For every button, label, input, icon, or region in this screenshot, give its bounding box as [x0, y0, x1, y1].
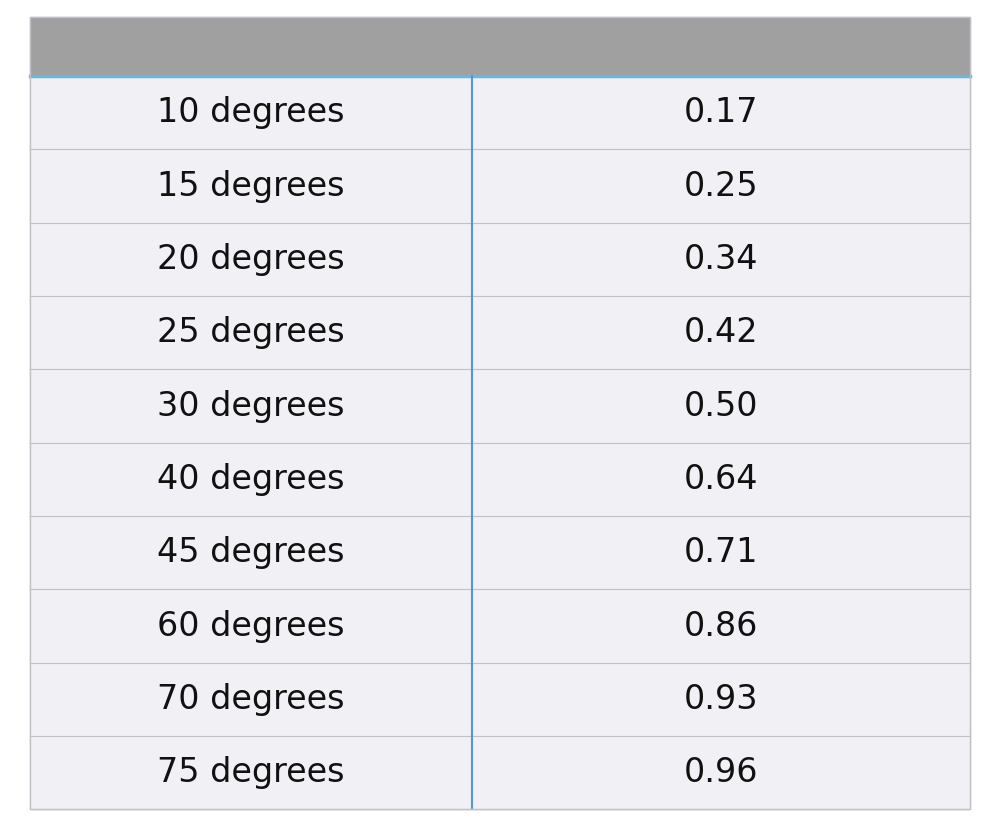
Text: 60 degrees: 60 degrees: [157, 610, 345, 643]
Text: 0.96: 0.96: [684, 757, 758, 790]
Text: 0.86: 0.86: [684, 610, 758, 643]
Text: 40 degrees: 40 degrees: [157, 463, 345, 496]
Text: 10 degrees: 10 degrees: [157, 96, 345, 129]
Text: 0.34: 0.34: [684, 243, 758, 276]
Text: 0.17: 0.17: [684, 96, 758, 129]
Text: 70 degrees: 70 degrees: [157, 683, 345, 716]
Text: 0.71: 0.71: [684, 536, 758, 569]
Text: 0.50: 0.50: [684, 390, 758, 423]
Bar: [30, 590, 970, 662]
Text: 75 degrees: 75 degrees: [157, 757, 345, 790]
Bar: [30, 17, 970, 76]
Bar: [30, 76, 970, 150]
Text: 15 degrees: 15 degrees: [157, 169, 345, 202]
Text: 30 degrees: 30 degrees: [157, 390, 345, 423]
Text: 0.42: 0.42: [684, 316, 758, 349]
Bar: [30, 443, 970, 516]
Bar: [30, 736, 970, 809]
Text: 0.25: 0.25: [684, 169, 758, 202]
Text: 0.93: 0.93: [684, 683, 758, 716]
Bar: [30, 223, 970, 296]
Text: 20 degrees: 20 degrees: [157, 243, 345, 276]
Text: 45 degrees: 45 degrees: [157, 536, 345, 569]
Bar: [30, 516, 970, 590]
Text: 0.64: 0.64: [684, 463, 758, 496]
Bar: [30, 662, 970, 736]
Bar: [30, 296, 970, 369]
Text: 25 degrees: 25 degrees: [157, 316, 345, 349]
Bar: [30, 150, 970, 223]
Bar: [30, 369, 970, 443]
